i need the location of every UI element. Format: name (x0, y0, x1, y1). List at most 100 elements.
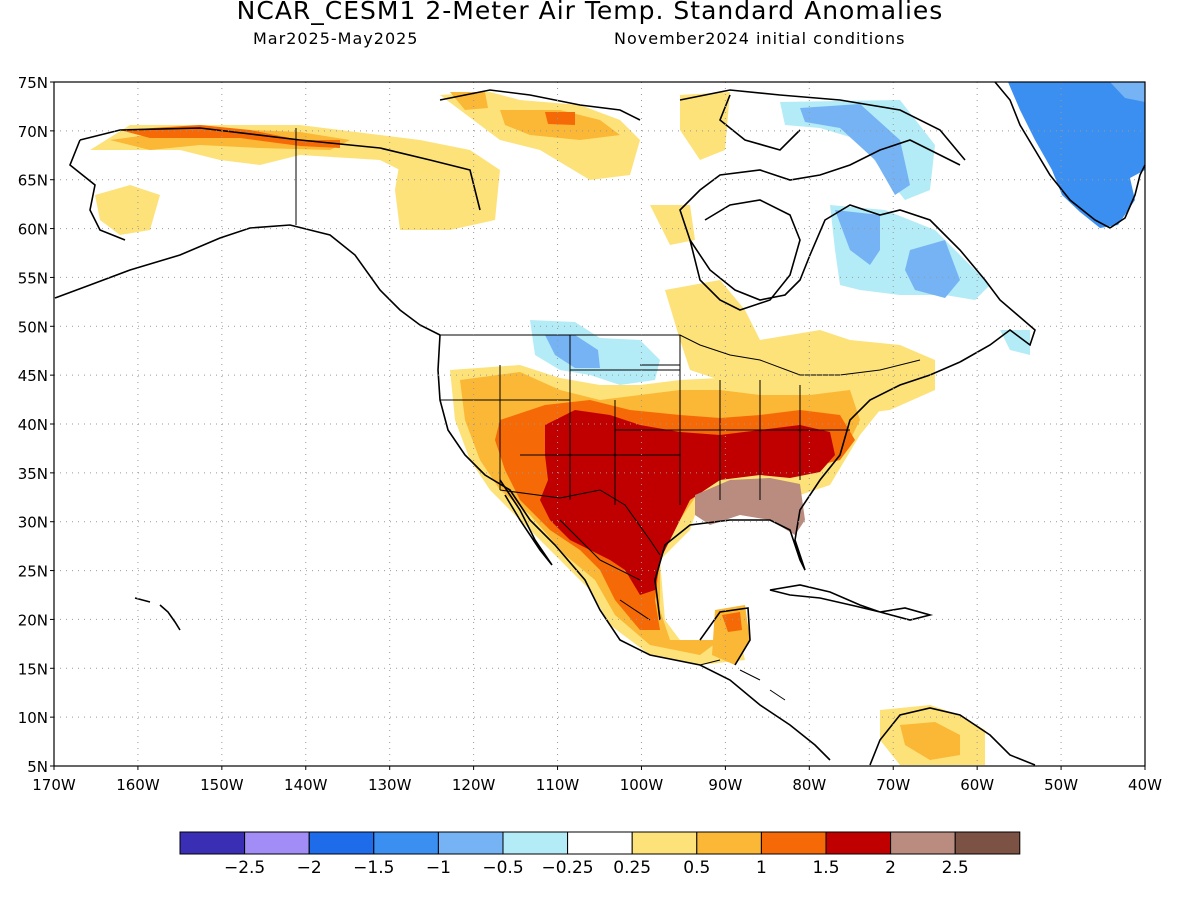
colorbar-labels: −2.5 −2 −1.5 −1 −0.5 −0.25 0.25 0.5 1 1.5 2 2.5 (224, 858, 969, 878)
lon-tick-label: 50W (1044, 776, 1078, 794)
colorbar-swatch (308, 831, 375, 855)
mexico-states (559, 519, 651, 621)
lat-tick-label: 15N (18, 660, 48, 678)
lat-tick-label: 30N (18, 514, 48, 532)
labrador-neg2 (835, 210, 960, 298)
colorbar-label: 2.5 (942, 858, 969, 878)
latitude-labels: 75N 70N 65N 60N 55N 50N 45N 40N 35N 30N 25N 20N 15N 1… (18, 74, 54, 776)
south-america (869, 707, 1036, 766)
greenland-east (1110, 82, 1145, 102)
ne-canada-neg2 (800, 104, 910, 195)
colorbar-swatch (437, 831, 504, 855)
lat-tick-label: 65N (18, 172, 48, 190)
gulf-coast (654, 361, 961, 621)
colorbar-label: 0.25 (613, 858, 651, 878)
colorbar-swatch (760, 831, 827, 855)
lat-tick-label: 25N (18, 563, 48, 581)
colorbar-label: 2 (885, 858, 896, 878)
colorbar-label: −1.5 (353, 858, 394, 878)
lon-tick-label: 100W (620, 776, 664, 794)
hudson-warm (650, 92, 730, 245)
hudson-bay (689, 199, 801, 311)
colorbar-swatch (890, 831, 956, 855)
coastlines (54, 81, 1146, 766)
alaska-west-coast (69, 139, 126, 241)
arctic-islands-orange (450, 92, 620, 140)
map-title: NCAR_CESM1 2-Meter Air Temp. Standard An… (236, 0, 944, 25)
lon-tick-label: 70W (876, 776, 910, 794)
colorbar-swatch (567, 831, 633, 855)
arctic-red-spot (545, 112, 575, 125)
lon-tick-label: 40W (1128, 776, 1162, 794)
sw-alaska-warm (95, 185, 160, 235)
lon-tick-label: 60W (960, 776, 994, 794)
arctic-islands (439, 89, 966, 161)
lon-tick-label: 110W (536, 776, 580, 794)
central-america (699, 659, 786, 701)
colorbar-label: 1 (756, 858, 767, 878)
hispaniola (879, 607, 934, 621)
us-canada-border (440, 334, 921, 376)
lon-tick-label: 80W (792, 776, 826, 794)
lat-tick-label: 20N (18, 611, 48, 629)
colorbar-label: −0.25 (542, 858, 594, 878)
us-states (440, 335, 850, 505)
lon-tick-label: 140W (284, 776, 328, 794)
alaska-coast (54, 224, 441, 336)
alaska-north-coast (79, 127, 481, 211)
lon-tick-label: 120W (452, 776, 496, 794)
lon-tick-label: 90W (708, 776, 742, 794)
colorbar-swatch (179, 831, 246, 855)
yukon-warm (395, 150, 500, 230)
nfld-neg (1000, 330, 1030, 355)
colorbar-swatch (631, 831, 698, 855)
lat-tick-label: 35N (18, 465, 48, 483)
lat-tick-label: 45N (18, 367, 48, 385)
colorbar-label: −2 (297, 858, 322, 878)
yucatan (699, 607, 751, 666)
lon-tick-label: 170W (32, 776, 76, 794)
lon-tick-label: 150W (200, 776, 244, 794)
canada-east (679, 139, 1036, 363)
hawaii (134, 597, 181, 631)
lat-tick-label: 50N (18, 318, 48, 336)
colorbar-swatch (244, 831, 310, 855)
initial-conditions: November2024 initial conditions (614, 29, 906, 48)
colorbar-label: −2.5 (224, 858, 265, 878)
greenland (994, 81, 1146, 229)
lat-tick-label: 10N (18, 709, 48, 727)
s-america-orange (900, 722, 960, 760)
colorbar-swatch (373, 831, 439, 855)
west-coast (437, 334, 831, 761)
forecast-period: Mar2025-May2025 (253, 29, 419, 48)
colorbar-label: 1.5 (812, 858, 839, 878)
lat-tick-label: 70N (18, 123, 48, 141)
colorbar-label: −1 (426, 858, 451, 878)
lon-tick-label: 130W (368, 776, 412, 794)
colorbar-swatch (825, 831, 892, 855)
lat-tick-label: 60N (18, 221, 48, 239)
us-mexico-border (499, 489, 661, 556)
colorbar-swatch (696, 831, 762, 855)
colorbar-swatch (502, 831, 569, 855)
lat-tick-label: 5N (27, 758, 48, 776)
political-borders (295, 128, 921, 701)
graticule (54, 82, 1145, 766)
lat-tick-label: 75N (18, 74, 48, 92)
lat-tick-label: 40N (18, 416, 48, 434)
cuba (769, 584, 881, 613)
anomaly-shading (90, 82, 1145, 765)
greenland-anomaly (1008, 82, 1145, 228)
colorbar-swatch (954, 831, 1021, 855)
colorbar (179, 831, 1021, 855)
colorbar-label: 0.5 (683, 858, 710, 878)
us-warm-darkred (540, 410, 835, 595)
lat-tick-label: 55N (18, 269, 48, 287)
plains-neg (545, 335, 600, 368)
yucatan-red (722, 612, 742, 632)
baja (499, 479, 553, 566)
colorbar-label: −0.5 (482, 858, 523, 878)
lon-tick-label: 160W (116, 776, 160, 794)
longitude-labels: 170W 160W 150W 140W 130W 120W 110W 100W 90W 80W 70… (32, 766, 1162, 794)
